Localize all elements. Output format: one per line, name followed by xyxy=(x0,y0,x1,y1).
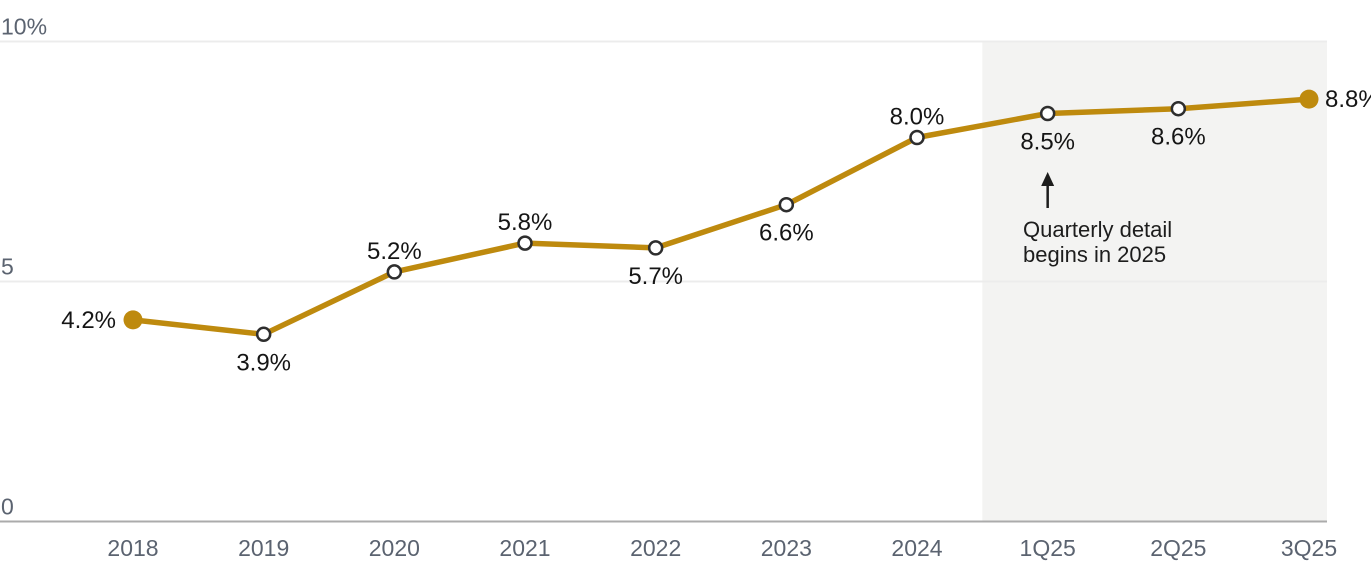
data-point-2024 xyxy=(909,129,925,146)
data-point-label: 5.2% xyxy=(367,238,422,265)
data-point-3Q25 xyxy=(1299,89,1319,109)
y-tick-label: 5 xyxy=(1,254,14,280)
x-tick-label: 2023 xyxy=(761,535,812,561)
data-point-label: 5.8% xyxy=(498,209,553,236)
data-point-2021 xyxy=(517,235,533,251)
data-point-label: 8.5% xyxy=(1020,129,1075,156)
data-point-label: 8.6% xyxy=(1151,124,1206,151)
data-point-1Q25 xyxy=(1039,105,1056,122)
y-tick-label: 0 xyxy=(1,494,14,520)
data-point-label: 8.8% xyxy=(1325,86,1371,113)
annotation-line2: begins in 2025 xyxy=(1023,242,1167,267)
data-point-2022 xyxy=(647,240,664,256)
x-tick-label: 2018 xyxy=(107,535,158,561)
x-tick-label: 2024 xyxy=(891,535,942,561)
x-tick-label: 2020 xyxy=(369,535,420,561)
annotation-line1: Quarterly detail xyxy=(1023,217,1173,242)
x-tick-label: 2019 xyxy=(238,535,289,561)
y-tick-label: 10% xyxy=(1,14,47,40)
x-tick-label: 3Q25 xyxy=(1281,535,1337,561)
trend-line xyxy=(130,96,1312,338)
data-point-label: 5.7% xyxy=(628,263,683,290)
x-tick-label: 2021 xyxy=(499,535,550,561)
data-point-label: 8.0% xyxy=(890,104,945,131)
data-point-2019 xyxy=(255,326,272,343)
up-arrow-head-icon xyxy=(1041,172,1055,186)
data-point-2018 xyxy=(123,310,143,330)
data-point-label: 3.9% xyxy=(236,349,291,376)
data-point-2023 xyxy=(778,196,795,213)
x-tick-label: 1Q25 xyxy=(1020,535,1076,561)
data-point-label: 6.6% xyxy=(759,220,814,247)
data-point-2020 xyxy=(386,264,403,280)
x-tick-label: 2022 xyxy=(630,535,681,561)
annotation-quarterly-detail: Quarterly detail begins in 2025 xyxy=(1023,217,1172,267)
x-tick-label: 2Q25 xyxy=(1150,535,1206,561)
data-point-2Q25 xyxy=(1170,100,1187,117)
data-point-label: 4.2% xyxy=(61,307,116,334)
